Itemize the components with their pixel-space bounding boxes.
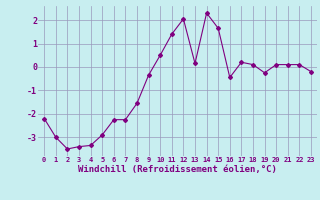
- X-axis label: Windchill (Refroidissement éolien,°C): Windchill (Refroidissement éolien,°C): [78, 165, 277, 174]
